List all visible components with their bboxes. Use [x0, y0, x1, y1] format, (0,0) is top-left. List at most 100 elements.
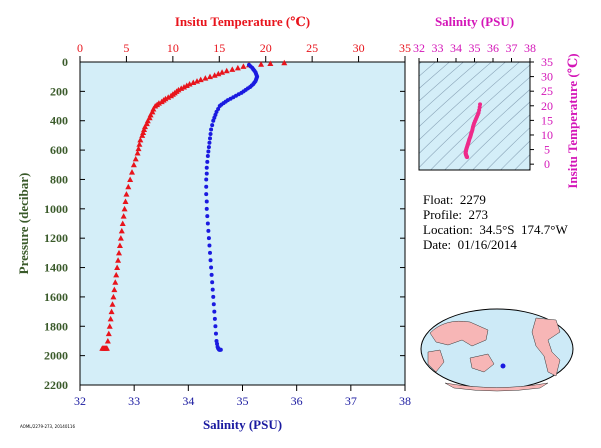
- density-isolines: [419, 62, 530, 170]
- salinity-point: [218, 347, 223, 352]
- pressure-tick-label: 1400: [44, 261, 68, 275]
- pressure-axis-title: Pressure (decibar): [16, 173, 31, 275]
- main-profile-plot: 0200400600800100012001400160018002000220…: [16, 14, 411, 432]
- salinity-tick-label: 35: [237, 394, 249, 408]
- ts-frame: [418, 61, 531, 171]
- map-land-antarctica: [444, 382, 549, 392]
- salinity-point: [210, 287, 215, 292]
- temperature-point: [112, 279, 119, 285]
- density-isoline: [444, 89, 530, 170]
- ts-temp-tick-label: 0: [544, 157, 550, 171]
- pressure-tick-label: 1800: [44, 319, 68, 333]
- temperature-point: [132, 155, 139, 162]
- temperature-point: [234, 64, 241, 71]
- temperature-point: [119, 220, 126, 226]
- temp-tick-label: 5: [123, 41, 129, 55]
- salinity-point: [208, 250, 212, 255]
- temperature-point: [99, 345, 106, 351]
- temperature-point: [215, 70, 222, 77]
- location: Location: 34.5°S 174.7°W: [423, 222, 568, 237]
- float-location-marker: [500, 363, 506, 369]
- salinity-point: [208, 258, 213, 263]
- ts-point: [465, 155, 470, 160]
- temperature-point: [108, 308, 115, 315]
- temperature-point: [105, 330, 112, 337]
- temperature-point: [219, 69, 226, 75]
- temperature-point: [194, 78, 200, 84]
- temperature-point: [120, 213, 127, 219]
- salinity-point: [210, 123, 215, 128]
- salinity-point: [206, 145, 211, 150]
- temperature-point: [258, 61, 265, 67]
- ts-salinity-title: Salinity (PSU): [435, 14, 514, 29]
- profile-number: Profile: 273: [423, 207, 488, 222]
- ts-temp-tick-label: 30: [541, 70, 553, 84]
- density-isoline: [419, 62, 506, 141]
- ts-point: [478, 102, 483, 107]
- ts-temp-tick-label: 25: [541, 84, 553, 98]
- density-isoline: [458, 101, 530, 170]
- salinity-point: [213, 331, 218, 336]
- salinity-point: [206, 228, 211, 233]
- pressure-tick-label: 600: [50, 143, 68, 157]
- pressure-tick-label: 1600: [44, 290, 68, 304]
- map-land-australia: [469, 353, 495, 373]
- temperature-point: [281, 59, 288, 66]
- salinity-point: [204, 177, 209, 182]
- salinity-point: [209, 127, 214, 132]
- salinity-point: [204, 184, 209, 189]
- temperature-axis-title: Insitu Temperature (℃): [175, 14, 310, 29]
- pressure-tick-label: 0: [62, 55, 68, 69]
- density-isoline: [500, 140, 530, 170]
- salinity-point: [204, 192, 209, 197]
- temperature-point: [240, 63, 247, 69]
- salinity-point: [204, 171, 209, 176]
- temperature-point: [117, 235, 124, 241]
- temperature-point: [115, 257, 122, 263]
- salinity-point: [210, 280, 215, 285]
- map-land-africa: [427, 349, 445, 373]
- temperature-point: [110, 293, 117, 300]
- salinity-point: [211, 294, 216, 299]
- float-info: Float: 2279 Profile: 273 Location: 34.5°…: [423, 192, 568, 252]
- density-isoline: [430, 76, 530, 170]
- ts-temp-tick-label: 35: [541, 55, 553, 69]
- pressure-tick-label: 1200: [44, 231, 68, 245]
- temperature-point: [121, 205, 128, 212]
- salinity-tick-label: 37: [345, 394, 357, 408]
- temperature-point: [109, 301, 116, 307]
- temp-tick-label: 35: [399, 41, 411, 55]
- salinity-tick-label: 32: [74, 394, 86, 408]
- salinity-point: [204, 206, 209, 211]
- temperature-point: [122, 198, 129, 204]
- temperature-point: [190, 79, 197, 86]
- footer-tag: AOML/2279-273, 20140116: [20, 424, 75, 429]
- temp-tick-label: 20: [260, 41, 272, 55]
- salinity-tick-label: 36: [291, 394, 303, 408]
- pressure-tick-label: 400: [50, 114, 68, 128]
- map-land-americas: [531, 317, 561, 377]
- density-isoline: [419, 62, 520, 154]
- ts-temp-tick-label: 5: [544, 143, 550, 157]
- temperature-point: [123, 191, 130, 197]
- temperature-point: [136, 141, 143, 147]
- date: Date: 01/16/2014: [423, 237, 517, 252]
- temp-tick-label: 0: [77, 41, 83, 55]
- ts-salinity-tick-label: 37: [506, 41, 518, 55]
- salinity-point: [206, 149, 211, 154]
- salinity-point: [209, 265, 214, 270]
- ts-salinity-tick-label: 38: [524, 41, 536, 55]
- float-id: Float: 2279: [423, 192, 486, 207]
- temperature-point: [207, 73, 213, 80]
- pressure-tick-label: 800: [50, 172, 68, 186]
- salinity-point: [205, 159, 210, 164]
- salinity-point: [204, 165, 209, 170]
- salinity-point: [205, 221, 210, 226]
- ts-salinity-tick-label: 32: [413, 41, 425, 55]
- salinity-point: [213, 324, 218, 329]
- salinity-point: [211, 118, 216, 123]
- temperature-point: [137, 136, 144, 143]
- temp-tick-label: 10: [167, 41, 179, 55]
- salinity-point: [207, 243, 212, 248]
